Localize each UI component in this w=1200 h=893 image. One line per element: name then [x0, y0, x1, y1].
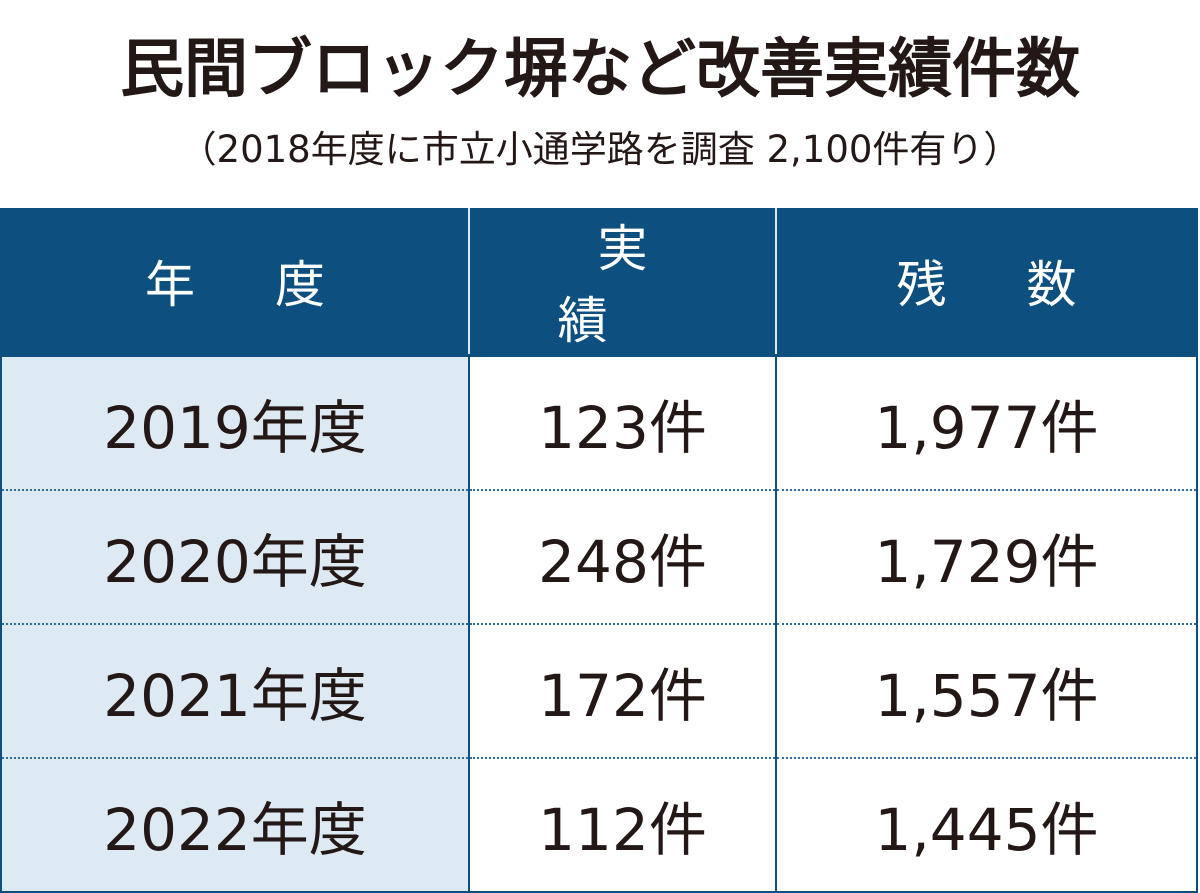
row: 2021年度 172件 1,557件 [1, 623, 1197, 758]
column-header: 残数 [775, 208, 1197, 356]
subtitle: （2018年度に市立小通学路を調査 2,100件有り） [179, 128, 1021, 171]
cell: 1,729件 [775, 489, 1197, 624]
cell: 2021年度 [1, 623, 469, 758]
row: 2019年度 123件 1,977件 [1, 354, 1197, 490]
cell: 248件 [468, 489, 776, 624]
row: 2020年度 248件 1,729件 [1, 489, 1197, 624]
row: 2022年度 112件 1,445件 [1, 757, 1197, 892]
cell: 123件 [468, 354, 776, 490]
table-body: 2019年度 123件 1,977件 2020年度 248件 1,729件 2021年度… [1, 354, 1197, 892]
column-header: 年度 [1, 208, 469, 356]
cell: 2022年度 [1, 757, 469, 892]
body: 民間ブロック塀など改善実績件数 （2018年度に市立小通学路を調査 2,100件… [0, 33, 1198, 893]
column-header: 実績 [468, 208, 776, 356]
cell: 172件 [468, 623, 776, 758]
table-head: 年度 実績 残数 [1, 208, 1197, 356]
table: 年度 実績 残数 2019年度 123件 1,977件 2020年度 248件 1,72… [0, 208, 1198, 893]
cell: 2019年度 [1, 354, 469, 490]
cell: 1,977件 [775, 354, 1197, 490]
cell: 1,557件 [775, 623, 1197, 758]
cell: 112件 [468, 757, 776, 892]
title: 民間ブロック塀など改善実績件数 [120, 33, 1080, 107]
header-row: 年度 実績 残数 [1, 208, 1197, 356]
cell: 1,445件 [775, 757, 1197, 892]
cell: 2020年度 [1, 489, 469, 624]
page: {"header": {"title": "民間ブロック塀など改善実績件数", … [0, 33, 1198, 893]
